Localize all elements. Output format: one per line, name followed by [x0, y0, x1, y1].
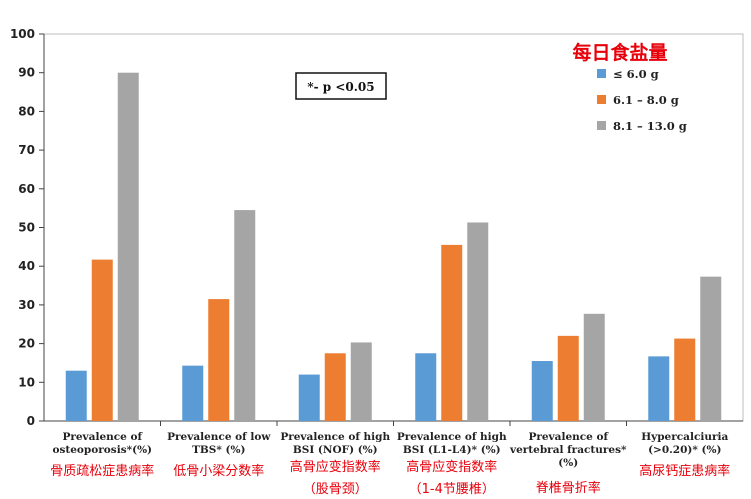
- bar[interactable]: [234, 210, 256, 421]
- category-label: osteoporosis*(%): [52, 444, 152, 456]
- category-label: BSI (NOF) (%): [293, 444, 378, 456]
- bar[interactable]: [674, 338, 696, 421]
- category-label-cn: 高骨应变指数率: [406, 459, 497, 475]
- y-tick-label: 20: [18, 337, 35, 351]
- category-label-cn: （股骨颈）: [303, 482, 368, 497]
- bar[interactable]: [91, 259, 113, 421]
- legend: 每日食盐量 ≤ 6.0 g 6.1 – 8.0 g 8.1 – 13.0 g: [572, 41, 686, 133]
- category-label-cn: 高尿钙症患病率: [639, 463, 730, 479]
- y-tick-label: 90: [18, 66, 35, 80]
- legend-swatch: [597, 121, 606, 130]
- legend-label: 8.1 – 13.0 g: [613, 119, 687, 133]
- bar[interactable]: [182, 365, 204, 421]
- y-tick-label: 30: [18, 298, 35, 312]
- legend-swatch: [597, 69, 606, 78]
- annotation-text: *- p <0.05: [307, 80, 374, 94]
- bar[interactable]: [557, 335, 579, 421]
- y-tick-label: 50: [18, 221, 35, 235]
- y-tick-label: 80: [18, 104, 35, 118]
- bar[interactable]: [350, 342, 372, 421]
- legend-swatch: [597, 95, 606, 104]
- bar[interactable]: [65, 370, 87, 421]
- bar[interactable]: [441, 244, 463, 421]
- category-label: BSI (L1-L4)* (%): [403, 444, 501, 456]
- plot-frame[interactable]: [43, 33, 744, 422]
- category-label-cn: （1-4节腰椎）: [409, 482, 495, 497]
- category-label: Prevalence of: [528, 431, 609, 443]
- category-labels: Prevalence ofosteoporosis*(%)骨质疏松症患病率Pre…: [50, 421, 730, 497]
- category-label: (>0.20)* (%): [648, 444, 721, 456]
- category-label-cn: 高骨应变指数率: [290, 459, 381, 475]
- category-label: Prevalence of high: [280, 431, 390, 443]
- category-label-cn: 脊椎骨折率: [536, 480, 601, 496]
- bars: [65, 72, 722, 421]
- category-label-cn: 骨质疏松症患病率: [50, 463, 154, 479]
- y-tick-label: 60: [18, 182, 35, 196]
- bar[interactable]: [298, 374, 320, 421]
- category-label: vertebral fractures*: [509, 444, 627, 456]
- category-label-cn: 低骨小梁分数率: [173, 463, 264, 479]
- category-label: (%): [558, 457, 578, 469]
- category-label: Prevalence of: [62, 431, 143, 443]
- legend-label: 6.1 – 8.0 g: [613, 93, 679, 107]
- y-tick-label: 100: [10, 27, 35, 41]
- y-tick-label: 40: [18, 259, 35, 273]
- category-label: Prevalence of high: [397, 431, 507, 443]
- bar[interactable]: [700, 276, 722, 421]
- category-label: Hypercalciuria: [641, 431, 728, 443]
- y-tick-label: 70: [18, 143, 35, 157]
- bar[interactable]: [415, 353, 437, 421]
- y-axis: 0 10 20 30 40 50 60 70 80 90 100: [10, 27, 44, 428]
- bar[interactable]: [467, 222, 489, 421]
- annotation-box: *- p <0.05: [295, 72, 387, 100]
- bar[interactable]: [648, 356, 670, 421]
- y-tick-label: 0: [27, 414, 35, 428]
- legend-title: 每日食盐量: [572, 41, 667, 64]
- bar[interactable]: [583, 313, 605, 421]
- category-label: Prevalence of low: [167, 431, 271, 443]
- bar[interactable]: [531, 361, 553, 421]
- bar[interactable]: [324, 353, 346, 421]
- y-tick-label: 10: [18, 375, 35, 389]
- legend-label: ≤ 6.0 g: [613, 67, 659, 81]
- bar[interactable]: [208, 299, 230, 421]
- category-label: TBS* (%): [192, 444, 245, 456]
- bar[interactable]: [117, 72, 139, 421]
